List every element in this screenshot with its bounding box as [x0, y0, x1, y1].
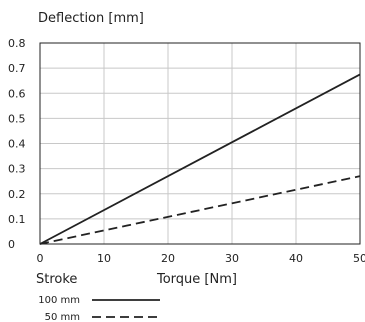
y-tick-label: 0.2 — [8, 188, 26, 201]
y-tick-label: 0.3 — [8, 163, 26, 176]
x-tick-label: 20 — [161, 252, 175, 265]
y-axis-title: Deflection [mm] — [38, 11, 144, 26]
y-tick-label: 0.4 — [8, 138, 26, 151]
y-tick-label: 0.1 — [8, 213, 26, 226]
x-tick-label: 50 — [353, 252, 365, 265]
x-tick-label: 30 — [225, 252, 239, 265]
y-tick-label: 0.5 — [8, 112, 26, 125]
x-tick-labels: 0 10 20 30 40 50 — [37, 252, 365, 265]
x-tick-label: 40 — [289, 252, 303, 265]
series-line-1 — [39, 73, 361, 245]
x-tick-label: 10 — [97, 252, 111, 265]
plot-frame — [39, 42, 361, 245]
legend-title: Stroke — [36, 272, 77, 287]
y-tick-label: 0.7 — [8, 62, 26, 75]
y-tick-labels: 0 0.1 0.2 0.3 0.4 0.5 0.6 0.7 0.8 — [8, 37, 26, 251]
legend: 100 mm 50 mm — [38, 295, 160, 322]
x-tick-label: 0 — [37, 252, 44, 265]
y-tick-label: 0.6 — [8, 87, 26, 100]
series-line-2 — [39, 175, 361, 245]
legend-label: 50 mm — [45, 312, 80, 322]
y-tick-label: 0 — [8, 238, 15, 251]
x-axis-title: Torque [Nm] — [156, 272, 237, 287]
series-lines — [39, 73, 361, 245]
y-tick-label: 0.8 — [8, 37, 26, 50]
legend-label: 100 mm — [38, 295, 80, 306]
grid-lines — [39, 42, 361, 245]
